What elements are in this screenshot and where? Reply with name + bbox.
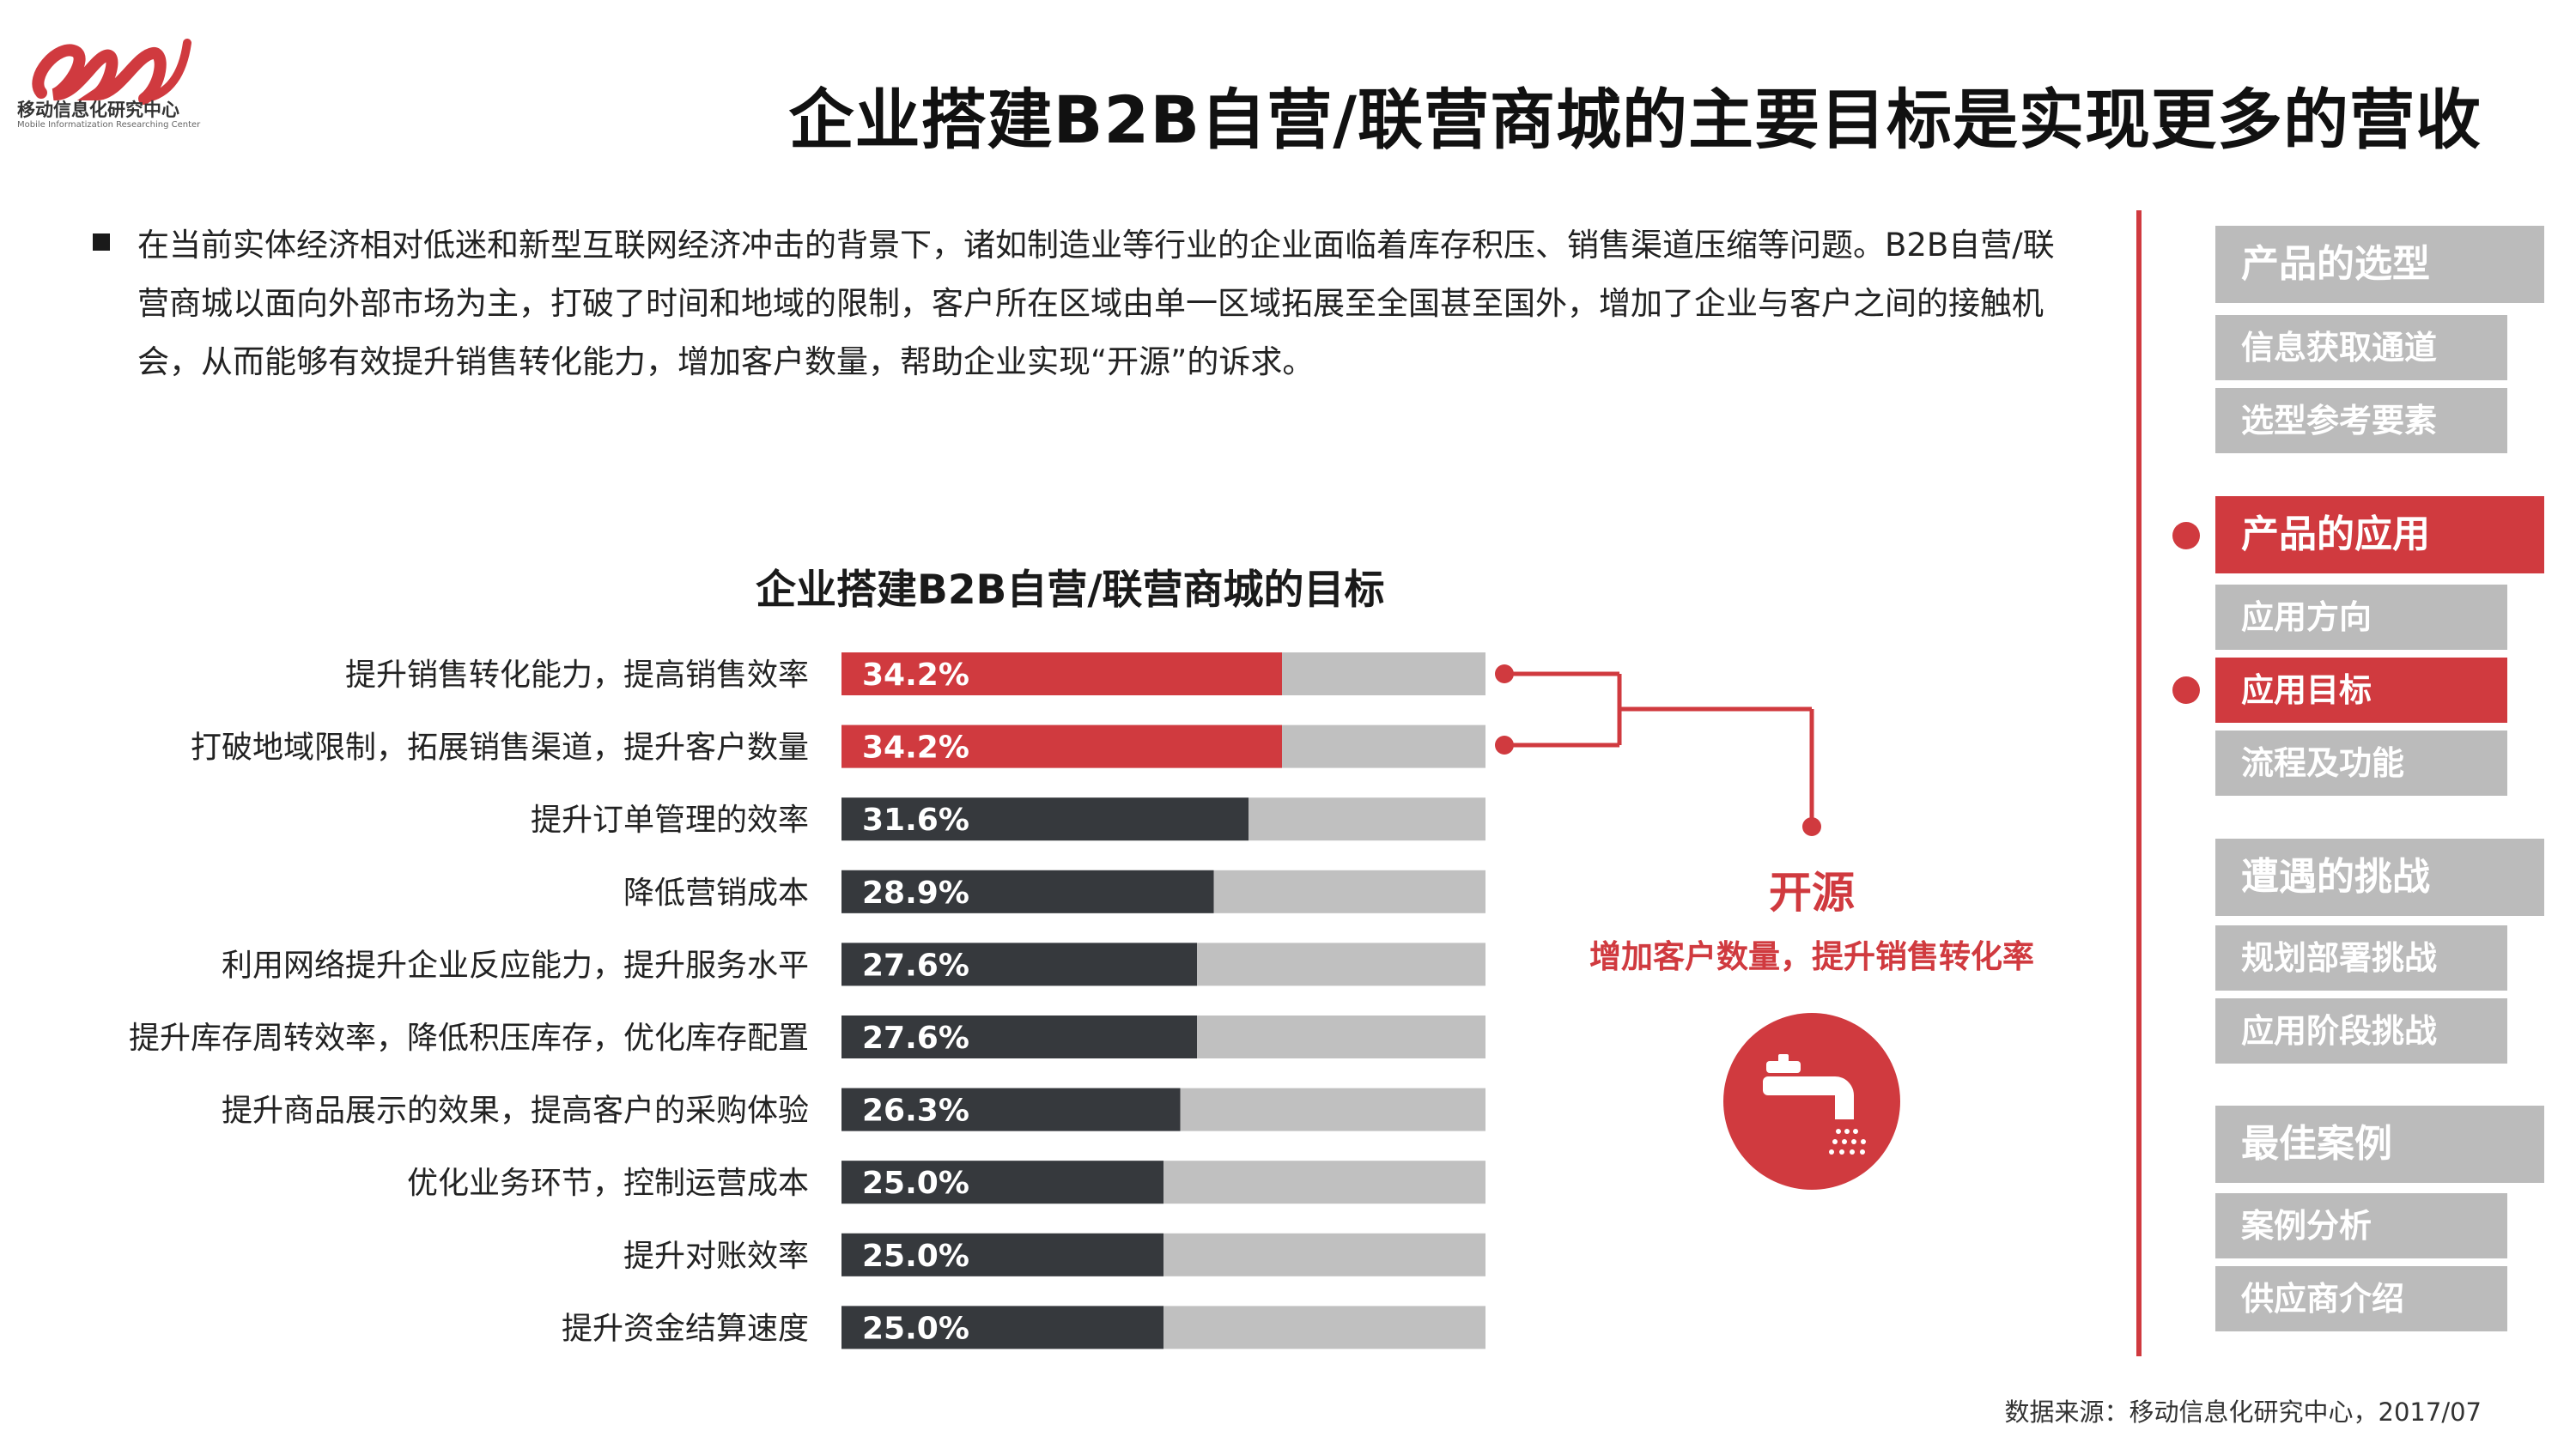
callout-subtitle: 增加客户数量，提升销售转化率 (1589, 938, 2034, 975)
category-label: 打破地域限制，拓展销售渠道，提升客户数量 (191, 731, 809, 766)
nav-item-case-analysis[interactable]: 案例分析 (2215, 1193, 2507, 1258)
category-label: 提升对账效率 (623, 1239, 809, 1274)
category-label: 利用网络提升企业反应能力，提升服务水平 (222, 948, 809, 983)
category-label: 提升库存周转效率，降低积压库存，优化库存配置 (129, 1021, 809, 1056)
faucet-icon (1723, 1013, 1900, 1190)
connector-dot (1802, 817, 1821, 836)
bar-value-label: 34.2% (862, 658, 969, 693)
brand-logo (32, 39, 191, 105)
nav-section-best-cases[interactable]: 最佳案例 (2215, 1106, 2544, 1183)
nav-active-dot-icon (2172, 676, 2200, 704)
bar (841, 870, 1214, 913)
bar-value-label: 27.6% (862, 948, 969, 983)
page-title: 企业搭建B2B自营/联营商城的主要目标是实现更多的营收 (788, 82, 2482, 158)
callout-title: 开源 (1769, 868, 1855, 918)
bar-value-label: 28.9% (862, 876, 969, 911)
bar (841, 797, 1249, 841)
nav-item-process-functions[interactable]: 流程及功能 (2215, 731, 2507, 796)
bar-value-label: 25.0% (862, 1166, 969, 1201)
nav-section-application[interactable]: 产品的应用 (2215, 496, 2544, 573)
bar-value-label: 31.6% (862, 803, 969, 838)
bar (841, 1088, 1181, 1131)
bar (841, 1233, 1163, 1276)
bar-chart: 34.2% 提升销售转化能力，提高销售效率 34.2% 打破地域限制，拓展销售渠道，提… (129, 652, 1485, 1349)
bar (841, 1161, 1163, 1204)
category-label: 提升商品展示的效果，提高客户的采购体验 (222, 1094, 809, 1129)
nav-section-challenges[interactable]: 遭遇的挑战 (2215, 839, 2544, 916)
bar-value-label: 25.0% (862, 1239, 969, 1274)
category-label: 提升订单管理的效率 (531, 803, 809, 838)
nav-item-application-goals[interactable]: 应用目标 (2215, 658, 2507, 723)
bar-value-label: 26.3% (862, 1094, 969, 1129)
bullet-square-icon (93, 233, 110, 251)
nav-item-application-direction[interactable]: 应用方向 (2215, 585, 2507, 650)
category-label: 提升销售转化能力，提高销售效率 (345, 658, 809, 693)
nav-active-dot-icon (2172, 522, 2200, 549)
nav-item-info-channel[interactable]: 信息获取通道 (2215, 315, 2507, 380)
bar-value-label: 27.6% (862, 1021, 969, 1056)
nav-item-stage-challenges[interactable]: 应用阶段挑战 (2215, 998, 2507, 1064)
bar (841, 943, 1197, 986)
bar (841, 1016, 1197, 1058)
nav-item-selection-factors[interactable]: 选型参考要素 (2215, 388, 2507, 453)
category-label: 提升资金结算速度 (562, 1311, 809, 1346)
bar (841, 1306, 1163, 1349)
bar-value-label: 25.0% (862, 1311, 969, 1346)
nav-divider (2136, 210, 2142, 1356)
brand-name-cn: 移动信息化研究中心 (17, 100, 179, 120)
data-source: 数据来源：移动信息化研究中心，2017/07 (2004, 1397, 2482, 1427)
bar (841, 652, 1282, 695)
category-label: 降低营销成本 (623, 876, 809, 911)
bar-value-label: 34.2% (862, 731, 969, 766)
category-label: 优化业务环节，控制运营成本 (407, 1166, 809, 1201)
intro-text: 在当前实体经济相对低迷和新型互联网经济冲击的背景下，诸如制造业等行业的企业面临着… (137, 227, 2055, 380)
bar (841, 724, 1282, 768)
intro-paragraph: 在当前实体经济相对低迷和新型互联网经济冲击的背景下，诸如制造业等行业的企业面临着… (93, 216, 2085, 391)
nav-item-vendor-intro[interactable]: 供应商介绍 (2215, 1266, 2507, 1331)
brand-name-en: Mobile Informatization Researching Cente… (17, 120, 201, 130)
nav-item-planning-challenges[interactable]: 规划部署挑战 (2215, 925, 2507, 991)
nav-section-selection[interactable]: 产品的选型 (2215, 226, 2544, 303)
chart-title: 企业搭建B2B自营/联营商城的目标 (756, 567, 1385, 614)
